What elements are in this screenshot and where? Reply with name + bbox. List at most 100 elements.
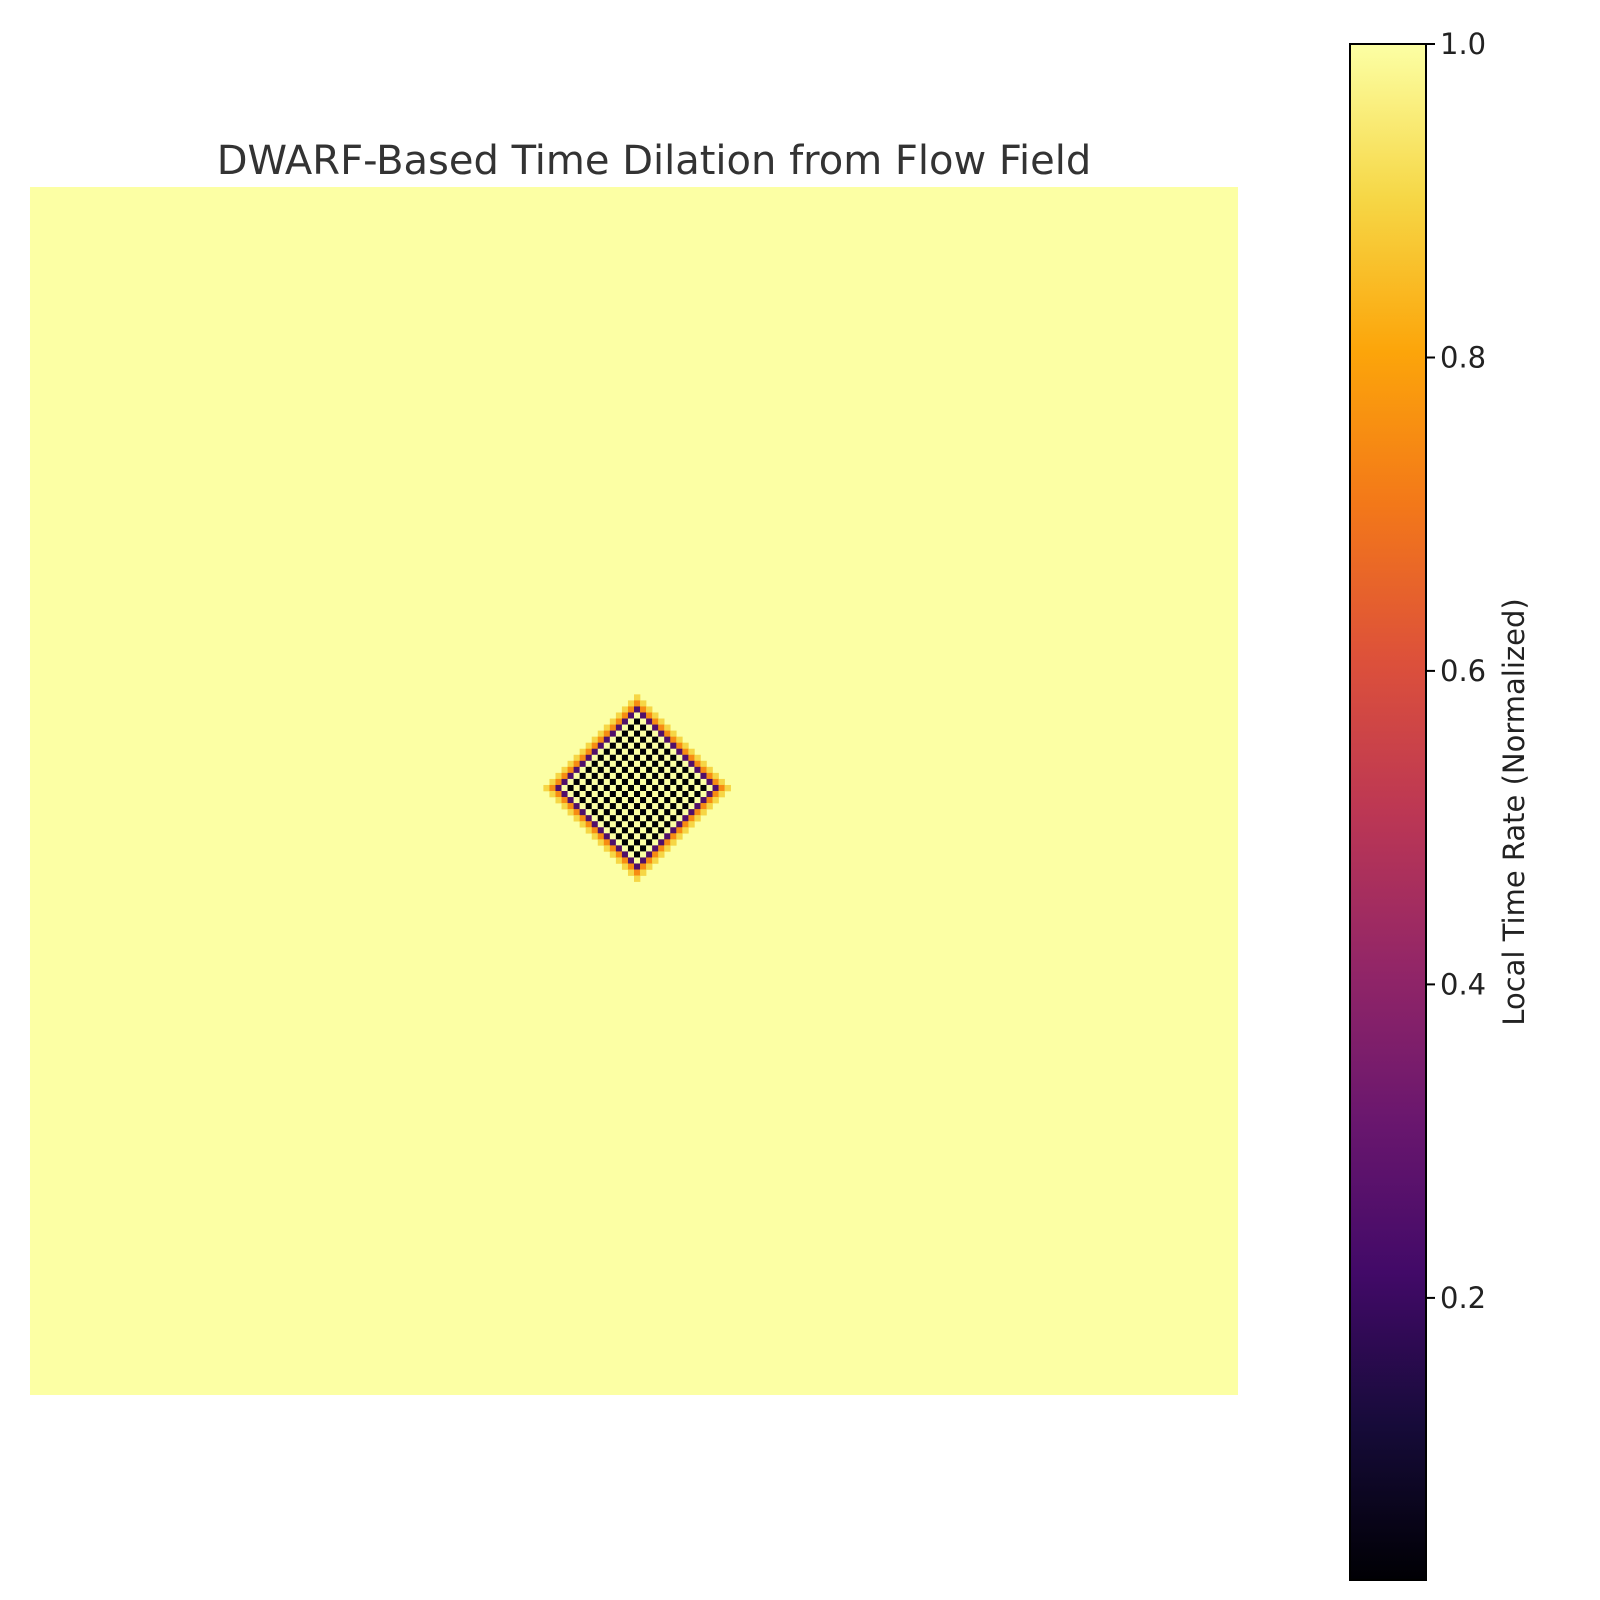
heatmap-cell xyxy=(658,809,665,816)
heatmap-cell xyxy=(640,778,647,786)
heatmap-cell xyxy=(658,766,665,774)
heatmap-cell xyxy=(603,742,611,750)
heatmap-cell xyxy=(609,724,617,731)
heatmap-cell xyxy=(597,809,605,816)
heatmap-cell xyxy=(591,736,599,743)
heatmap-cell xyxy=(664,839,671,846)
heatmap-cell xyxy=(658,791,665,798)
heatmap-cell xyxy=(597,839,605,846)
heatmap-cell xyxy=(634,827,641,834)
heatmap-cell xyxy=(658,772,665,780)
heatmap-cell xyxy=(652,736,659,743)
heatmap-cell xyxy=(591,821,599,828)
colorbar-tick-label: 1.0 xyxy=(1440,27,1486,61)
heatmap-cell xyxy=(652,712,659,719)
heatmap-cell xyxy=(603,736,611,743)
heatmap-cell xyxy=(621,736,629,743)
heatmap-cell xyxy=(585,772,593,780)
heatmap-cell xyxy=(627,724,635,731)
heatmap-cell xyxy=(591,748,599,756)
heatmap-cell xyxy=(652,803,659,810)
heatmap-cell xyxy=(561,797,568,804)
heatmap-cell xyxy=(573,766,580,774)
heatmap-cell xyxy=(676,803,683,810)
heatmap-cell xyxy=(615,736,623,743)
heatmap-cell xyxy=(664,845,671,852)
heatmap-cell xyxy=(664,772,671,780)
heatmap-cell xyxy=(682,797,689,804)
heatmap-cell xyxy=(597,766,605,774)
heatmap-cell xyxy=(658,748,665,756)
heatmap-cell xyxy=(634,863,641,870)
heatmap-cell xyxy=(646,827,653,834)
heatmap-cell xyxy=(646,712,653,719)
heatmap-cell xyxy=(561,784,568,792)
heatmap-cell xyxy=(694,815,701,822)
heatmap-cell xyxy=(658,839,665,846)
heatmap-cell xyxy=(573,760,580,768)
heatmap-cell xyxy=(627,821,635,828)
heatmap-cell xyxy=(627,857,635,864)
heatmap-cell xyxy=(579,760,586,768)
heatmap-cell xyxy=(640,760,647,768)
heatmap-cell xyxy=(682,791,689,798)
heatmap-cell xyxy=(615,772,623,780)
heatmap-cell xyxy=(640,803,647,810)
heatmap-cell xyxy=(640,748,647,756)
heatmap-cell xyxy=(658,833,665,840)
heatmap-cell xyxy=(573,784,580,792)
heatmap-cell xyxy=(603,809,611,816)
heatmap-cell xyxy=(567,803,574,810)
heatmap-cell xyxy=(579,754,586,762)
heatmap-cell xyxy=(627,851,635,858)
heatmap-cell xyxy=(621,821,629,828)
heatmap-cell xyxy=(609,851,617,858)
heatmap-cell xyxy=(591,754,599,762)
heatmap-cell xyxy=(640,742,647,750)
heatmap-cell xyxy=(694,791,701,798)
heatmap-cell xyxy=(573,754,580,762)
heatmap-cell xyxy=(591,803,599,810)
heatmap-cell xyxy=(652,778,659,786)
heatmap-cell xyxy=(640,718,647,725)
heatmap-cell xyxy=(627,869,635,876)
heatmap-cell xyxy=(652,718,659,725)
heatmap-cell xyxy=(712,791,719,798)
heatmap-area xyxy=(30,187,1238,1395)
heatmap-cell xyxy=(640,809,647,816)
heatmap-cell xyxy=(627,748,635,756)
heatmap-cell xyxy=(640,730,647,737)
heatmap-cell xyxy=(621,748,629,756)
heatmap-cell xyxy=(688,803,695,810)
heatmap-cell xyxy=(676,754,683,762)
heatmap-cell xyxy=(634,791,641,798)
heatmap-cell xyxy=(682,784,689,792)
heatmap-cell xyxy=(640,815,647,822)
heatmap-cell xyxy=(700,809,707,816)
heatmap-cell xyxy=(676,766,683,774)
heatmap-cell xyxy=(591,772,599,780)
heatmap-cell xyxy=(646,730,653,737)
heatmap-cell xyxy=(634,857,641,864)
heatmap-cell xyxy=(615,778,623,786)
heatmap-cell xyxy=(555,772,562,780)
heatmap-cell xyxy=(634,875,641,882)
heatmap-cell xyxy=(585,791,593,798)
heatmap-cell xyxy=(615,797,623,804)
heatmap-cell xyxy=(676,784,683,792)
heatmap-cell xyxy=(676,815,683,822)
heatmap-cell xyxy=(555,791,562,798)
heatmap-cell xyxy=(664,736,671,743)
heatmap-cell xyxy=(646,724,653,731)
heatmap-cell xyxy=(670,797,677,804)
heatmap-cell xyxy=(688,766,695,774)
heatmap-cell xyxy=(640,857,647,864)
heatmap-cell xyxy=(664,821,671,828)
heatmap-cell xyxy=(579,797,586,804)
heatmap-cell xyxy=(597,803,605,810)
heatmap-cell xyxy=(609,845,617,852)
heatmap-cell xyxy=(573,772,580,780)
heatmap-cell xyxy=(567,784,574,792)
heatmap-cell xyxy=(700,791,707,798)
heatmap-cell xyxy=(652,730,659,737)
